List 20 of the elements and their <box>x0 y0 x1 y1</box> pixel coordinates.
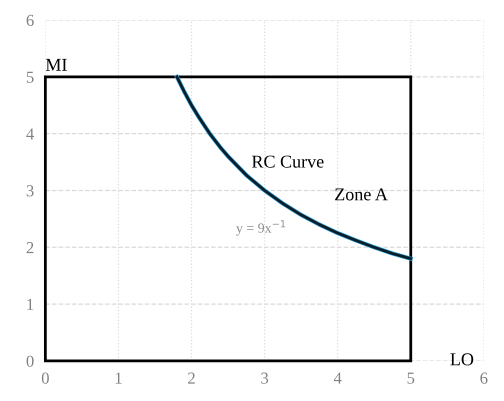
x-tick-label: 5 <box>408 372 414 384</box>
x-tick-label: 3 <box>261 372 268 384</box>
y-tick-label: 4 <box>26 128 34 140</box>
annotation: Zone A <box>335 188 388 200</box>
y-tick-label: 5 <box>26 72 34 83</box>
x-tick-label: 2 <box>188 372 195 384</box>
y-tick-label: 1 <box>27 298 34 310</box>
y-tick-label: 0 <box>26 356 34 367</box>
annotation: MI <box>46 58 67 71</box>
x-tick-label: 1 <box>116 372 122 384</box>
x-tick-label: 4 <box>334 372 342 384</box>
y-tick-label: 2 <box>26 242 34 254</box>
y-tick-label: 3 <box>26 185 34 196</box>
x-tick-label: 0 <box>42 372 49 384</box>
annotation: RC Curve <box>252 156 324 168</box>
line-series <box>174 74 413 261</box>
annotation: y = 9x$^{−1}$ <box>236 220 286 236</box>
annotation: LO <box>450 353 474 366</box>
x-tick-label: 6 <box>480 372 488 384</box>
y-tick-label: 6 <box>26 14 34 26</box>
